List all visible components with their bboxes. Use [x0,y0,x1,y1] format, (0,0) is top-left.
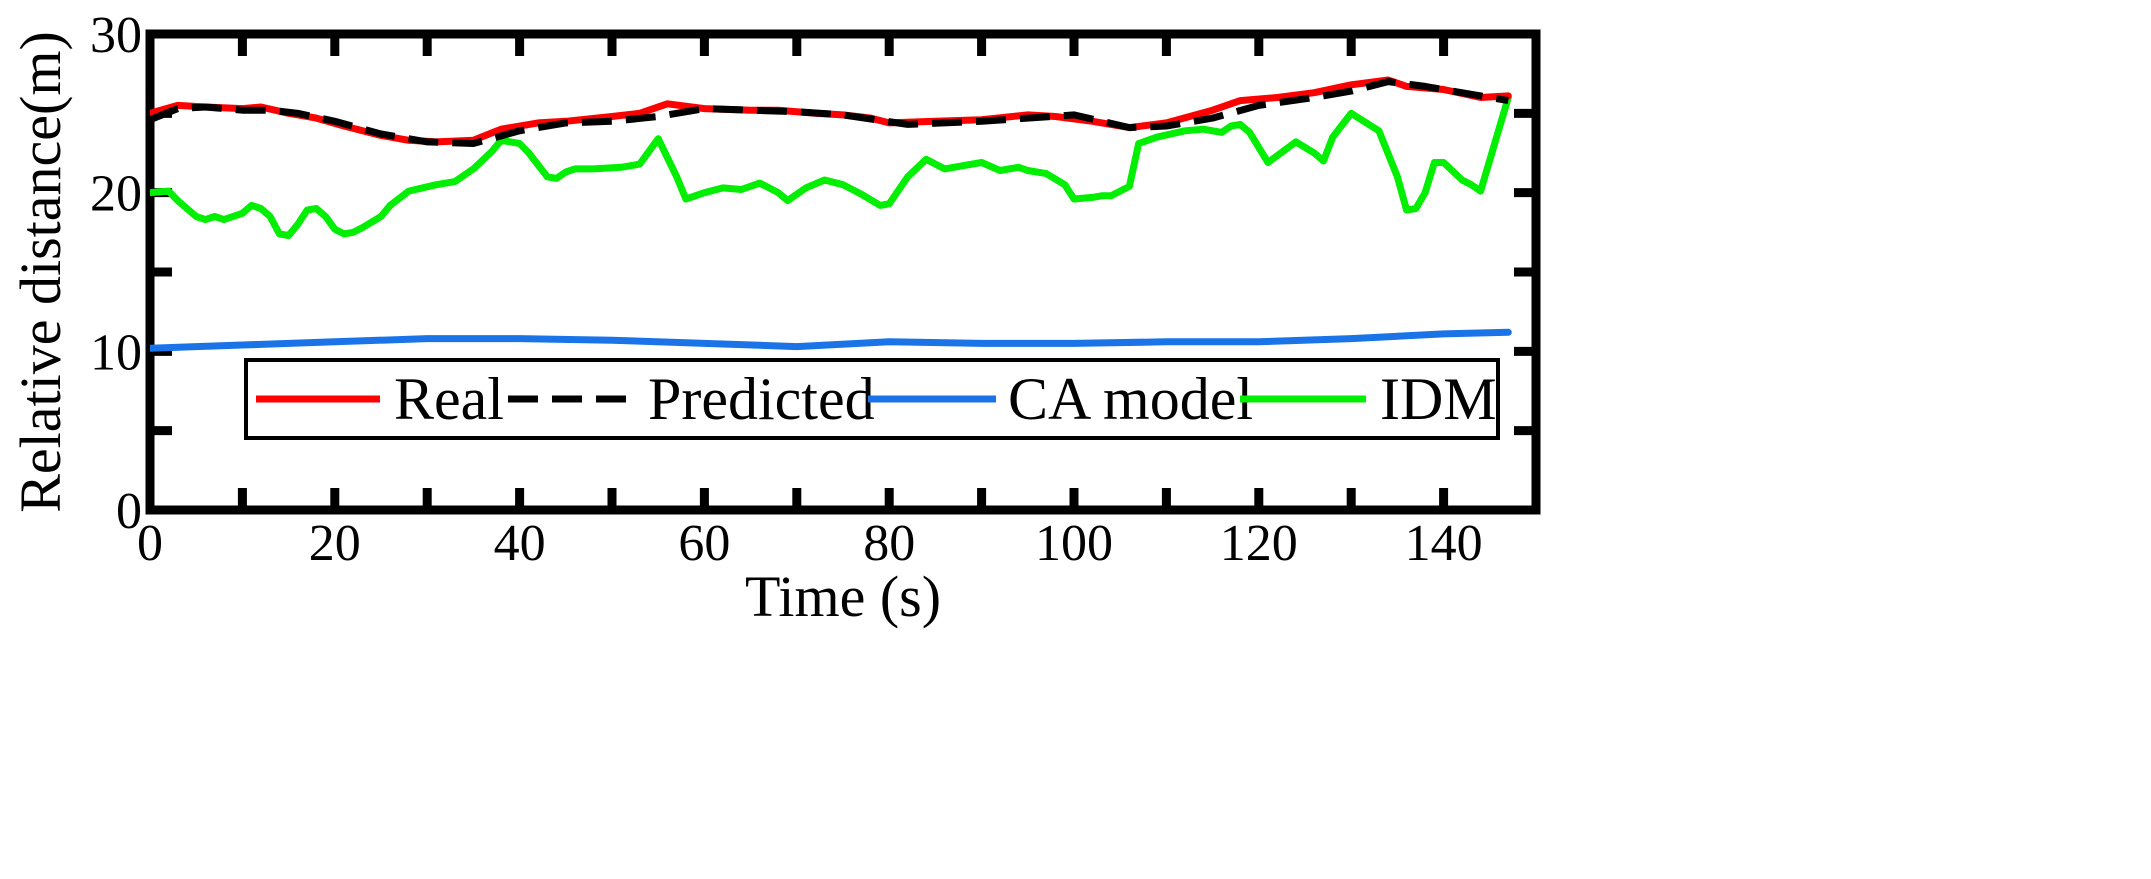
y-tick-label: 0 [116,483,142,540]
legend: Real Predicted CA model IDM [244,358,1500,440]
x-tick-label: 80 [863,515,915,572]
x-tick-label: 140 [1405,515,1483,572]
x-tick-label: 60 [678,515,730,572]
y-axis-title: Relative distance(m) [8,31,73,513]
y-tick-label: 30 [90,7,142,64]
legend-label-idm: IDM [1380,366,1497,432]
x-tick-label: 20 [309,515,361,572]
series-line-ca-model [150,328,1512,352]
x-tick-label: 120 [1220,515,1298,572]
x-tick-label: 40 [494,515,546,572]
series-line-predicted [150,78,1509,147]
y-tick-label: 20 [90,166,142,223]
legend-label-ca-model: CA model [1008,366,1253,432]
x-tick-label: 0 [137,515,163,572]
series-line-idm [150,94,1512,239]
y-tick-label: 10 [90,324,142,381]
x-tick-label: 100 [1035,515,1113,572]
legend-label-real: Real [394,366,504,432]
legend-label-predicted: Predicted [648,366,875,432]
x-axis-title: Time (s) [745,564,941,629]
